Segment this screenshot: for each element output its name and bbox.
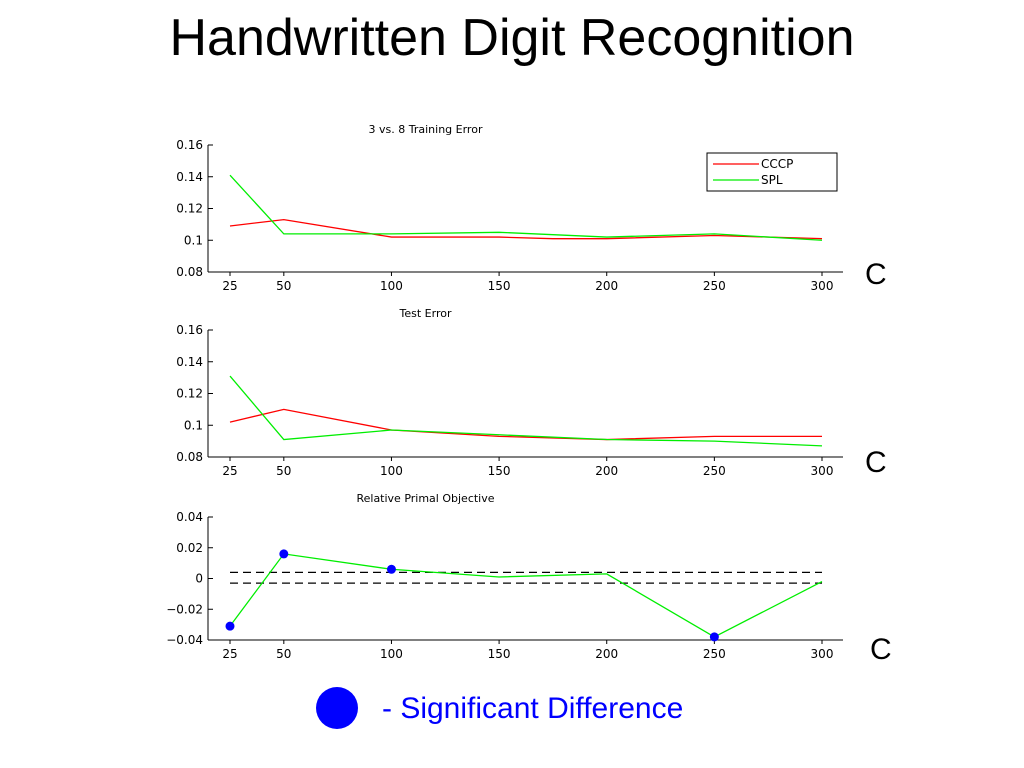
significant-difference-label: - Significant Difference — [382, 692, 684, 725]
significant-point — [709, 632, 719, 642]
y-tick-label: 0.04 — [176, 510, 203, 524]
y-tick-label: 0.02 — [176, 541, 203, 555]
x-tick-label: 150 — [488, 647, 511, 661]
x-tick-label: 300 — [811, 647, 834, 661]
legend-label: SPL — [761, 173, 783, 187]
series-line-1 — [229, 408, 822, 441]
y-tick-label: 0.14 — [176, 355, 203, 369]
significant-point — [279, 549, 289, 559]
x-tick-label: 25 — [222, 279, 237, 293]
x-tick-label: 50 — [276, 464, 291, 478]
y-tick-label: 0.14 — [176, 170, 203, 184]
y-tick-label: 0.08 — [176, 265, 203, 279]
series-line-2 — [229, 375, 823, 447]
chart-3: Relative Primal Objective 25 50 100 150 200 25… — [166, 492, 843, 661]
series-line-cccp — [229, 218, 823, 240]
x-tick-label: 25 — [222, 647, 237, 661]
slide-title: Handwritten Digit Recognition — [169, 9, 855, 67]
x-tick-label: 250 — [703, 464, 726, 478]
x-tick-label: 50 — [276, 647, 291, 661]
x-tick-label: 200 — [595, 464, 618, 478]
y-tick-label: 0 — [195, 572, 203, 586]
series-line-1 — [229, 553, 823, 638]
c-label-2: C — [865, 446, 887, 479]
y-tick-label: 0.16 — [176, 323, 203, 337]
x-tick-label: 300 — [811, 279, 834, 293]
y-tick-label: −0.04 — [166, 633, 203, 647]
legend-label: CCCP — [761, 157, 793, 171]
significant-difference-dot — [316, 687, 358, 729]
x-tick-label: 100 — [380, 464, 403, 478]
y-tick-label: 0.12 — [176, 202, 203, 216]
y-tick-label: 0.1 — [184, 418, 203, 432]
y-tick-label: 0.08 — [176, 450, 203, 464]
y-tick-label: 0.1 — [184, 233, 203, 247]
x-tick-label: 100 — [380, 647, 403, 661]
chart-title: 3 vs. 8 Training Error — [369, 123, 483, 136]
series-line-spl — [229, 174, 823, 241]
chart-title: Relative Primal Objective — [356, 492, 494, 505]
legend-box — [706, 152, 838, 192]
x-tick-label: 100 — [380, 279, 403, 293]
significant-point — [225, 621, 235, 631]
significant-point — [386, 564, 396, 574]
c-label-1: C — [865, 258, 887, 291]
x-tick-label: 200 — [595, 647, 618, 661]
x-tick-label: 300 — [811, 464, 834, 478]
x-tick-label: 50 — [276, 279, 291, 293]
chart-1: 3 vs. 8 Training Error 25 50 100 150 200 250 30… — [176, 123, 843, 293]
x-tick-label: 150 — [488, 464, 511, 478]
c-label-3: C — [870, 633, 892, 666]
y-tick-label: 0.12 — [176, 387, 203, 401]
x-tick-label: 25 — [222, 464, 237, 478]
chart-2: Test Error 25 50 100 150 200 250 300 0.08 0.1 0.12… — [176, 307, 843, 478]
chart-title: Test Error — [399, 307, 452, 320]
y-tick-label: 0.16 — [176, 138, 203, 152]
x-tick-label: 250 — [703, 647, 726, 661]
x-tick-label: 200 — [595, 279, 618, 293]
y-tick-label: −0.02 — [166, 602, 203, 616]
x-tick-label: 250 — [703, 279, 726, 293]
x-tick-label: 150 — [488, 279, 511, 293]
